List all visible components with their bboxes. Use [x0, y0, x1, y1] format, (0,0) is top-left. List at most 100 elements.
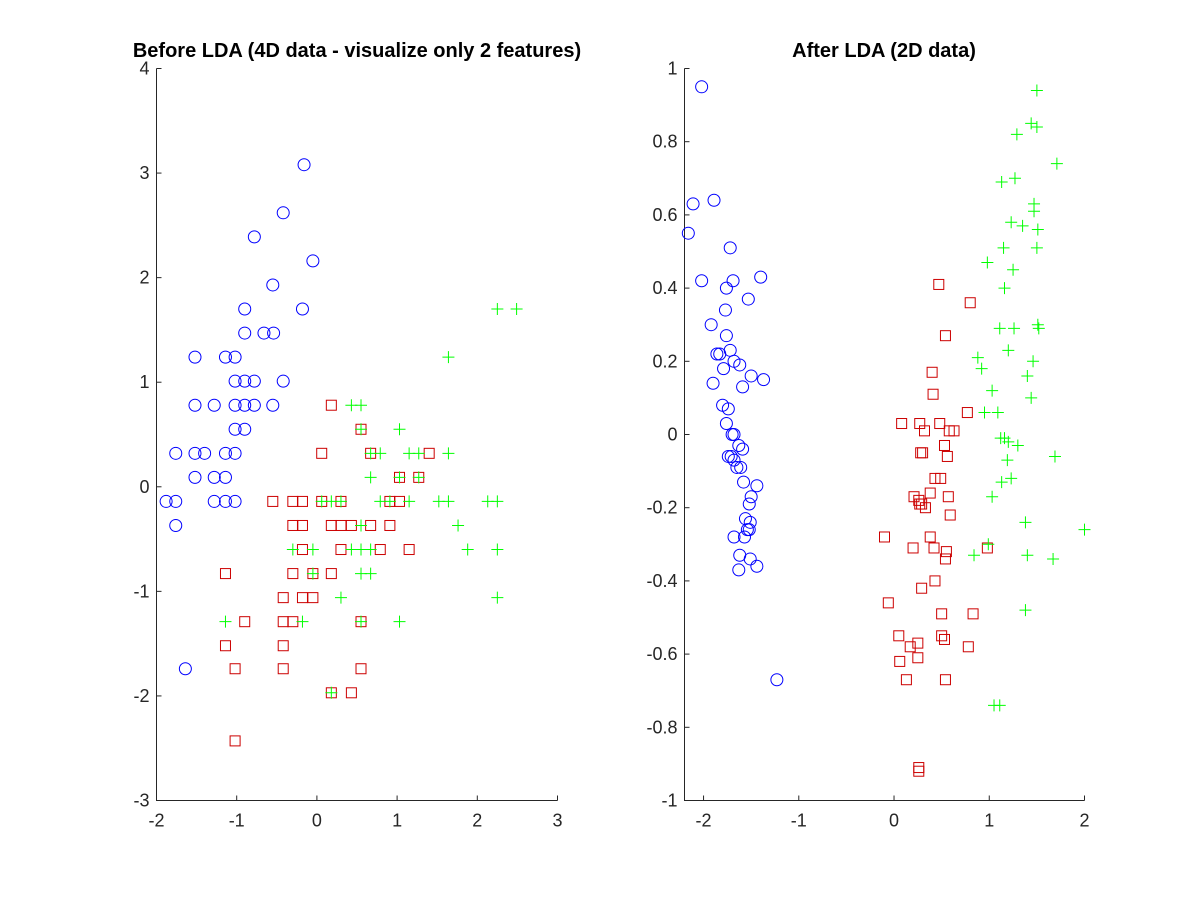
left-point-square [423, 447, 435, 459]
left-ytick-label: -1 [133, 581, 149, 601]
right-point-square [962, 641, 974, 653]
left-point-plus [306, 543, 319, 556]
right-point-plus [1010, 128, 1023, 141]
left-point-square [239, 616, 251, 628]
left-point-circle [169, 446, 183, 460]
left-point-plus [219, 615, 232, 628]
left-point-plus [334, 591, 347, 604]
left-point-circle [218, 350, 232, 364]
left-ytick-label: 0 [139, 477, 149, 497]
right-point-circle [724, 449, 738, 463]
right-point-circle [719, 417, 733, 431]
right-ytick-label: -1 [661, 791, 677, 811]
left-point-square [374, 544, 386, 556]
right-point-square [896, 418, 908, 430]
left-plot-title: Before LDA (4D data - visualize only 2 f… [133, 40, 581, 62]
left-point-plus [412, 471, 425, 484]
right-point-circle [719, 329, 733, 343]
left-point-plus [393, 423, 406, 436]
left-point-circle [218, 470, 232, 484]
right-point-square [940, 546, 952, 558]
left-point-square [277, 663, 289, 675]
right-point-plus [1032, 322, 1045, 335]
right-xtick-label: 2 [1079, 811, 1089, 831]
left-point-square [325, 399, 337, 411]
right-point-circle [704, 318, 718, 332]
right-point-circle [770, 673, 784, 687]
left-point-square [394, 495, 406, 507]
left-ytick-label: 4 [139, 59, 149, 79]
left-point-plus [403, 495, 416, 508]
right-xtick-label: -2 [696, 811, 712, 831]
right-xtick-label: -1 [791, 811, 807, 831]
right-point-plus [1001, 454, 1014, 467]
left-point-square [287, 519, 299, 531]
right-plot-axes [684, 68, 1085, 801]
left-point-circle [238, 398, 252, 412]
left-point-circle [188, 470, 202, 484]
right-point-square [882, 597, 894, 609]
left-point-square [229, 663, 241, 675]
right-point-square [939, 674, 951, 686]
right-point-plus [995, 175, 1008, 188]
left-point-square [384, 519, 396, 531]
left-point-circle [188, 398, 202, 412]
left-point-plus [355, 399, 368, 412]
right-point-circle [734, 460, 748, 474]
right-point-square [894, 655, 906, 667]
left-ytick-label: -3 [133, 791, 149, 811]
right-ytick-label: -0.6 [646, 644, 677, 664]
left-point-square [287, 495, 299, 507]
left-point-circle [238, 302, 252, 316]
right-ytick-label: 1 [667, 59, 677, 79]
left-ytick-label: 1 [139, 372, 149, 392]
right-scatter-plot: After LDA (2D data) -2 -1 0 1 2 -1 -0.8 -0.6 -0… [646, 40, 1091, 831]
left-point-plus [364, 543, 377, 556]
left-point-circle [247, 398, 261, 412]
left-point-square [287, 616, 299, 628]
left-point-square [277, 592, 289, 604]
left-point-circle [276, 374, 290, 388]
left-point-plus [355, 423, 368, 436]
left-point-plus [355, 519, 368, 532]
left-point-circle [266, 398, 280, 412]
right-point-circle [743, 552, 757, 566]
left-xtick-label: 0 [312, 811, 322, 831]
right-point-square [912, 652, 924, 664]
right-ytick-label: 0.2 [652, 351, 677, 371]
right-point-plus [1008, 322, 1021, 335]
left-point-circle [169, 518, 183, 532]
right-point-square [913, 494, 925, 506]
right-point-plus [982, 538, 995, 551]
right-point-square [924, 531, 936, 543]
right-ytick-label: 0.4 [652, 278, 677, 298]
right-xtick-label: 1 [984, 811, 994, 831]
left-point-square [335, 544, 347, 556]
right-point-plus [1005, 472, 1018, 485]
right-point-plus [1047, 552, 1060, 565]
right-point-plus [981, 256, 994, 269]
right-point-square [939, 330, 951, 342]
right-point-circle [732, 438, 746, 452]
right-point-circle [706, 376, 720, 390]
right-ytick-label: 0.6 [652, 205, 677, 225]
left-point-plus [442, 495, 455, 508]
left-point-square [287, 568, 299, 580]
left-scatter-plot: Before LDA (4D data - visualize only 2 f… [133, 40, 581, 831]
right-point-square [917, 447, 929, 459]
left-xtick-label: -2 [148, 811, 164, 831]
right-point-plus [1048, 450, 1061, 463]
right-point-plus [1030, 84, 1043, 97]
right-point-plus [1027, 355, 1040, 368]
left-point-circle [178, 662, 192, 676]
right-point-square [939, 553, 951, 565]
right-point-plus [1031, 223, 1044, 236]
right-point-plus [1050, 157, 1063, 170]
right-point-circle [707, 193, 721, 207]
left-point-plus [452, 519, 465, 532]
right-point-square [933, 278, 945, 290]
right-point-plus [1007, 263, 1020, 276]
left-point-plus [442, 447, 455, 460]
right-point-square [926, 366, 938, 378]
right-point-plus [1030, 241, 1043, 254]
